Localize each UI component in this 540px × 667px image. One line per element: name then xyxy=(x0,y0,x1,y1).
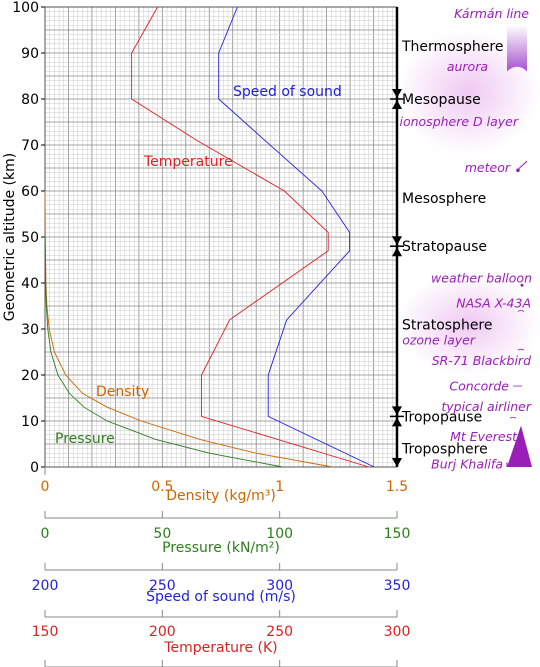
feature-label: aurora xyxy=(447,59,488,74)
x-axis-title-density: Density (kg/m³) xyxy=(166,488,276,504)
y-tick-label: 40 xyxy=(21,276,39,292)
x-tick-label-temperature: 300 xyxy=(384,624,411,640)
x-axis-title-pressure: Pressure (kN/m²) xyxy=(162,540,280,556)
arrow-up-icon xyxy=(392,247,402,257)
meteor-head-icon xyxy=(516,168,520,173)
y-tick-label: 100 xyxy=(12,0,39,16)
feature-label: meteor xyxy=(465,160,511,175)
x-tick-label-speed: 200 xyxy=(32,578,59,594)
y-tick-label: 0 xyxy=(30,460,39,476)
x-tick-label-density: 0.5 xyxy=(151,479,173,495)
arrow-up-icon xyxy=(392,100,402,109)
balloon-icon xyxy=(520,283,524,287)
x-tick-label-speed: 300 xyxy=(266,578,293,594)
layer-label-mesosphere: Mesosphere xyxy=(402,191,486,207)
x-axes: 0 0.5 1 1.5 Density (kg/m³) 0 50 100 150 Pressure… xyxy=(32,467,411,667)
x-tick-label-pressure: 0 xyxy=(41,526,50,542)
y-tick-label: 20 xyxy=(21,368,39,384)
feature-label: Burj Khalifa xyxy=(431,457,503,472)
x-tick-label-density: 1.5 xyxy=(386,479,408,495)
feature-label: SR-71 Blackbird xyxy=(432,353,531,368)
mountain-icon xyxy=(507,425,532,467)
curve-labels: Temperature Speed of sound Density Pressure xyxy=(55,84,342,447)
sr71-icon xyxy=(517,348,525,351)
y-tick-label: 30 xyxy=(21,322,39,338)
plot-grid xyxy=(44,6,398,468)
feature-label: Mt Everest xyxy=(450,429,518,444)
x-tick-label-pressure: 100 xyxy=(266,526,293,542)
layer-label-troposphere: Troposphere xyxy=(401,442,488,458)
x-axis-title-speed: Speed of sound (m/s) xyxy=(146,589,296,605)
x-tick-label-pressure: 50 xyxy=(153,526,171,542)
feature-label: ionosphere D layer xyxy=(399,114,518,129)
feature-label: Kármán line xyxy=(454,6,529,21)
curves xyxy=(44,6,375,468)
y-tick-label: 10 xyxy=(21,414,39,430)
series-label-density: Density xyxy=(96,384,149,400)
layer-label-stratopause: Stratopause xyxy=(402,239,487,255)
x-tick-label-speed: 250 xyxy=(149,578,176,594)
arrow-down-icon xyxy=(392,406,402,416)
series-label-pressure: Pressure xyxy=(55,431,115,447)
feature-label: typical airliner xyxy=(441,399,532,414)
feature-label: NASA X-43A xyxy=(456,296,531,311)
series-label-speed-of-sound: Speed of sound xyxy=(233,84,342,100)
series-label-temperature: Temperature xyxy=(143,154,233,170)
arrow-up-icon xyxy=(392,417,402,427)
x-tick-label-temperature: 150 xyxy=(32,624,59,640)
x-axis-title-temperature: Temperature (K) xyxy=(163,640,277,656)
y-axis-title: Geometric altitude (km) xyxy=(2,153,18,321)
altitude-features: Kármán line aurora ionosphere D layer meteo… xyxy=(399,6,532,472)
layer-label-mesopause: Mesopause xyxy=(402,92,481,108)
x-tick-label-temperature: 200 xyxy=(149,624,176,640)
y-tick-label: 70 xyxy=(21,138,39,154)
x-tick-label-speed: 350 xyxy=(384,578,411,594)
layer-label-thermosphere: Thermosphere xyxy=(401,39,503,55)
layer-label-stratosphere: Stratosphere xyxy=(402,317,493,333)
airliner-icon xyxy=(509,416,517,419)
feature-label: Concorde xyxy=(449,379,509,394)
feature-label: weather balloon xyxy=(431,270,532,285)
series-line-temperature xyxy=(131,6,369,468)
feature-label: ozone layer xyxy=(402,333,476,348)
y-tick-label: 80 xyxy=(21,92,39,108)
series-line-pressure xyxy=(44,236,283,468)
arrow-down-icon xyxy=(392,89,402,98)
y-tick-label: 90 xyxy=(21,46,39,62)
aurora-icon xyxy=(507,25,527,72)
y-tick-label: 50 xyxy=(21,230,39,246)
layer-label-tropopause: Tropopause xyxy=(401,409,482,425)
x43a-icon xyxy=(517,310,525,312)
arrow-down-icon xyxy=(392,236,402,246)
y-axis: 0 10 20 30 40 50 60 70 80 90 100 xyxy=(12,0,45,476)
series-line-speed-of-sound xyxy=(218,6,375,468)
x-tick-label-density: 1 xyxy=(275,479,284,495)
atmospheric-band xyxy=(397,273,540,375)
y-tick-label: 60 xyxy=(21,184,39,200)
x-tick-label-temperature: 250 xyxy=(266,624,293,640)
arrow-down-icon xyxy=(392,458,402,467)
atmosphere-layers-panel: Thermosphere Mesopause Mesosphere Stratopau… xyxy=(390,7,540,467)
x-tick-label-density: 0 xyxy=(41,479,50,495)
x-tick-label-pressure: 150 xyxy=(384,526,411,542)
